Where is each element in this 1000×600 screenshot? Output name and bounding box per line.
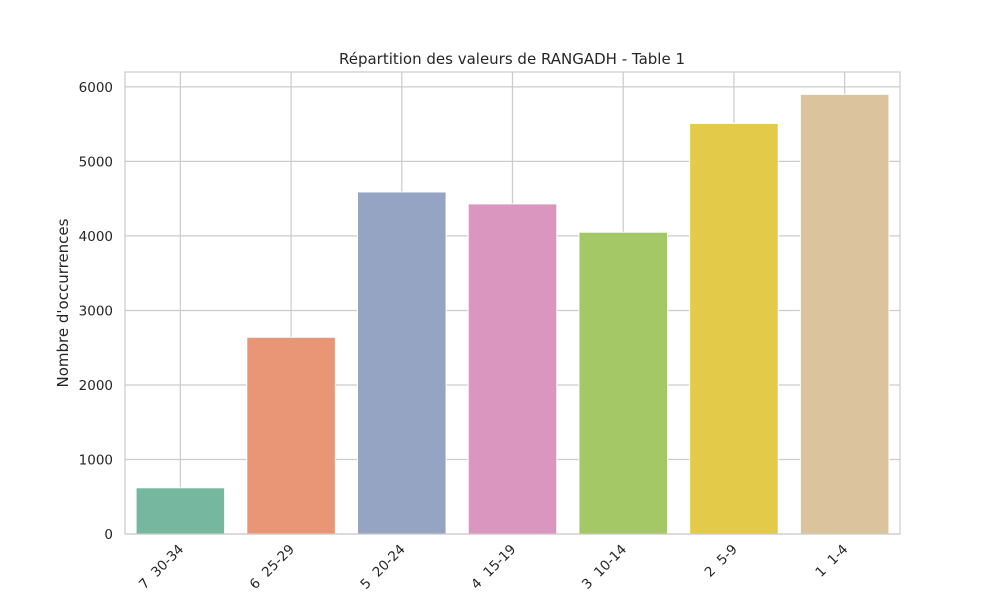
y-tick-label: 3000 bbox=[79, 303, 113, 319]
bar bbox=[357, 191, 447, 535]
bars bbox=[135, 93, 890, 535]
x-tick-label: 7 30-34 bbox=[136, 542, 187, 593]
bar bbox=[135, 487, 226, 535]
bar bbox=[799, 93, 890, 535]
x-tick-label: 3 10-14 bbox=[579, 542, 630, 593]
x-tick-label: 6 25-29 bbox=[247, 542, 298, 593]
x-tick-label: 5 20-24 bbox=[357, 542, 408, 593]
x-tick-label: 4 15-19 bbox=[468, 542, 519, 593]
x-tick-label: 1 1-4 bbox=[812, 542, 851, 581]
y-tick-labels: 0 1000 2000 3000 4000 5000 6000 bbox=[79, 80, 113, 543]
y-tick-label: 4000 bbox=[79, 229, 113, 245]
chart-title: Répartition des valeurs de RANGADH - Tab… bbox=[339, 50, 685, 68]
bar bbox=[689, 122, 779, 535]
plot-frame bbox=[124, 71, 901, 535]
x-tick-label: 2 5-9 bbox=[702, 542, 741, 581]
x-tick-labels: 7 30-34 6 25-29 5 20-24 4 15-19 3 10-14 2 5-9… bbox=[136, 542, 851, 593]
bar bbox=[578, 231, 669, 535]
y-tick-label: 2000 bbox=[79, 378, 113, 394]
bar bbox=[246, 336, 336, 535]
y-axis-label: Nombre d'occurrences bbox=[54, 218, 72, 387]
y-tick-label: 6000 bbox=[79, 80, 113, 96]
y-tick-label: 0 bbox=[104, 527, 113, 543]
y-tick-label: 1000 bbox=[79, 452, 113, 468]
bar bbox=[467, 203, 558, 535]
y-tick-label: 5000 bbox=[79, 154, 113, 170]
